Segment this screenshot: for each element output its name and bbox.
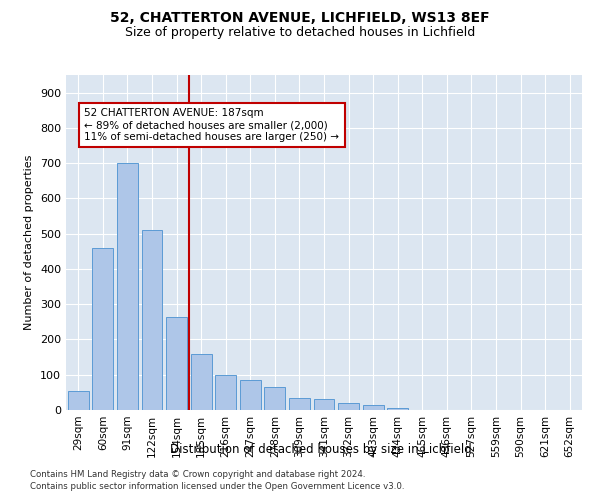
Bar: [142, 230, 163, 410]
Bar: [265, 387, 286, 410]
Text: 52, CHATTERTON AVENUE, LICHFIELD, WS13 8EF: 52, CHATTERTON AVENUE, LICHFIELD, WS13 8…: [110, 11, 490, 25]
Bar: [362, 404, 383, 410]
Text: Contains HM Land Registry data © Crown copyright and database right 2024.: Contains HM Land Registry data © Crown c…: [30, 470, 365, 479]
Y-axis label: Number of detached properties: Number of detached properties: [25, 155, 34, 330]
Bar: [289, 398, 310, 410]
Bar: [68, 390, 89, 410]
Bar: [117, 163, 138, 410]
Bar: [166, 316, 187, 410]
Text: Size of property relative to detached houses in Lichfield: Size of property relative to detached ho…: [125, 26, 475, 39]
Bar: [314, 400, 334, 410]
Bar: [338, 403, 359, 410]
Bar: [240, 380, 261, 410]
Bar: [387, 408, 408, 410]
Text: 52 CHATTERTON AVENUE: 187sqm
← 89% of detached houses are smaller (2,000)
11% of: 52 CHATTERTON AVENUE: 187sqm ← 89% of de…: [85, 108, 340, 142]
Bar: [215, 374, 236, 410]
Text: Distribution of detached houses by size in Lichfield: Distribution of detached houses by size …: [170, 442, 472, 456]
Bar: [191, 354, 212, 410]
Bar: [92, 248, 113, 410]
Text: Contains public sector information licensed under the Open Government Licence v3: Contains public sector information licen…: [30, 482, 404, 491]
